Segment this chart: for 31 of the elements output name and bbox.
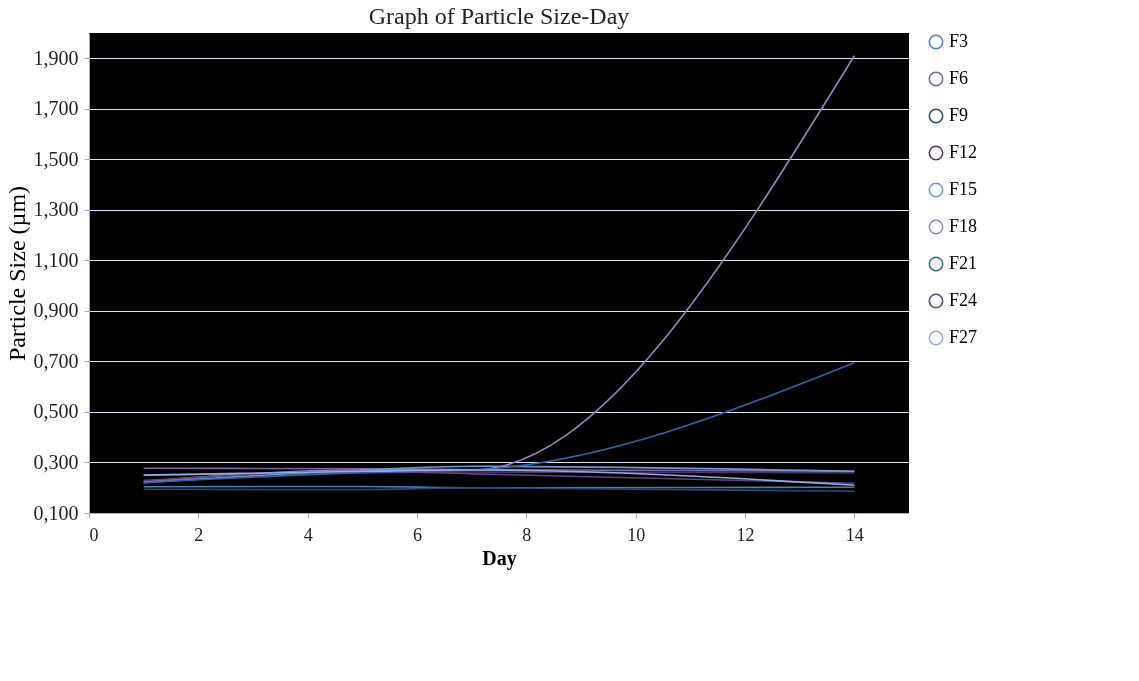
y-tick-label: 0,100 [33, 501, 79, 524]
y-tick-label: 0,900 [33, 299, 79, 322]
y-tick-label: 1,100 [33, 248, 79, 271]
x-tick-label: 8 [522, 524, 532, 545]
legend-label: F18 [949, 216, 978, 236]
x-tick-label: 4 [303, 524, 313, 545]
y-tick-label: 1,900 [33, 46, 79, 69]
legend-label: F6 [949, 68, 969, 88]
legend-label: F3 [949, 31, 969, 51]
x-tick-label: 12 [736, 524, 755, 545]
line-series [142, 361, 856, 484]
y-tick-label: 1,700 [33, 97, 79, 120]
y-tick-label: 0,300 [33, 450, 79, 473]
x-tick-label: 0 [89, 524, 99, 545]
legend-label: F24 [949, 290, 978, 310]
x-tick-label: 2 [194, 524, 204, 545]
chart-title: Graph of Particle Size-Day [368, 3, 630, 29]
x-axis-title: Day [482, 546, 517, 570]
legend-label: F15 [949, 179, 978, 199]
y-tick-label: 0,500 [33, 400, 79, 423]
y-axis-title: Particle Size (µm) [3, 185, 30, 362]
x-tick-label: 6 [413, 524, 422, 545]
x-tick-label: 10 [627, 524, 646, 545]
x-tick-label: 14 [845, 524, 864, 545]
legend-label: F12 [949, 142, 978, 162]
legend-label: F21 [949, 253, 978, 273]
y-tick-label: 1,300 [33, 198, 79, 221]
y-tick-label: 1,500 [33, 147, 79, 170]
legend-label: F27 [949, 327, 978, 347]
y-tick-label: 0,700 [33, 349, 79, 372]
legend-label: F9 [949, 105, 969, 125]
